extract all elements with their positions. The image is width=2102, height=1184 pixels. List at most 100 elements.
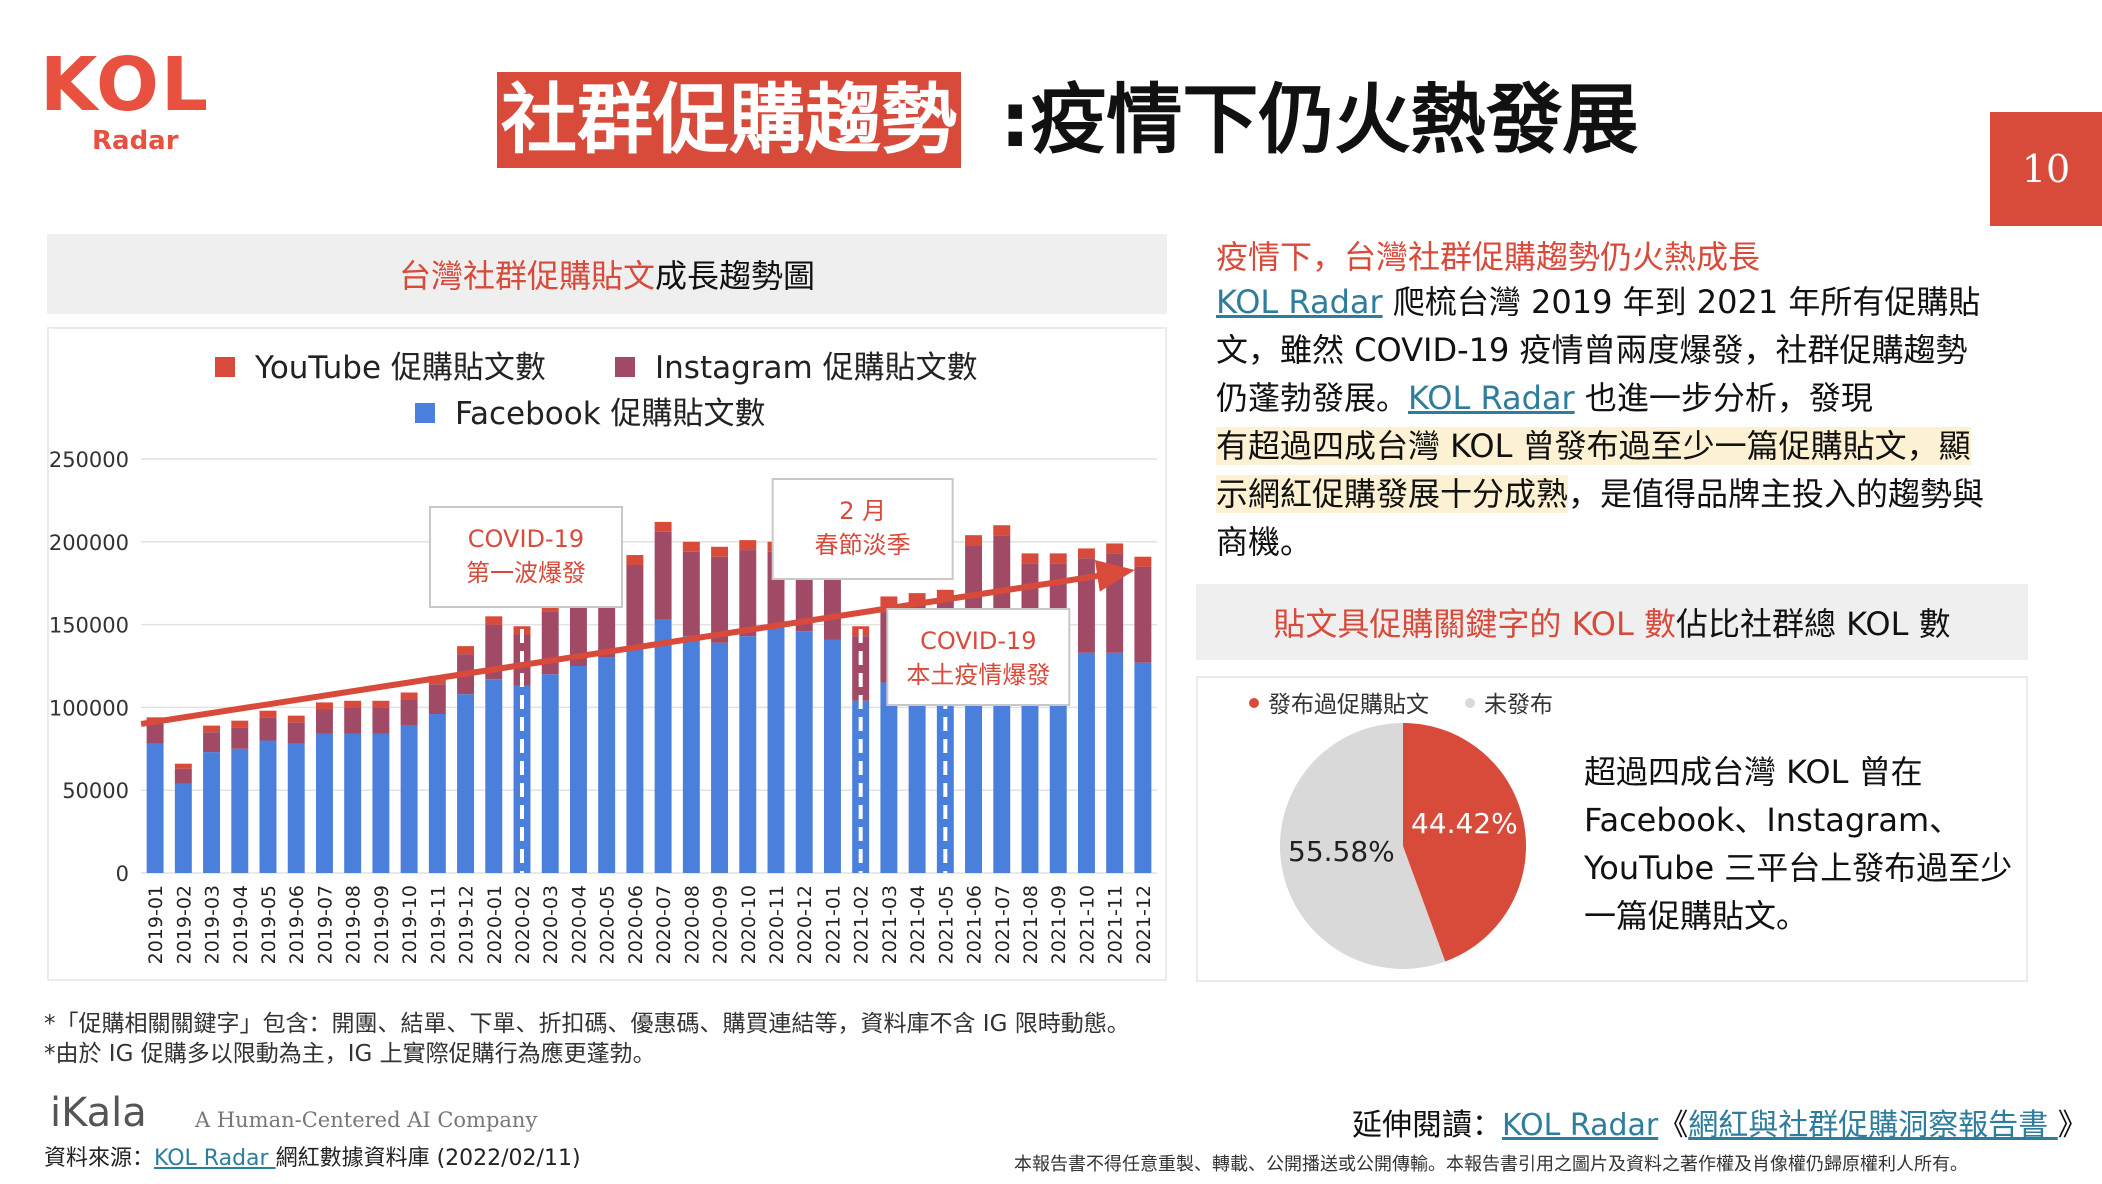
bar-instagram: [1077, 558, 1095, 653]
x-tick-label: 2021-08: [1020, 885, 1042, 964]
bar-youtube: [287, 715, 305, 723]
x-tick-label: 2020-05: [597, 885, 619, 964]
x-tick-label: 2019-09: [371, 885, 393, 964]
source-rest: 網紅數據資料庫 (2022/02/11): [275, 1146, 581, 1171]
section-heading: 疫情下，台灣社群促購趨勢仍火熱成長: [1216, 238, 1761, 276]
chart-header: 台灣社群促購貼文 成長趨勢圖: [47, 234, 1167, 314]
bar-youtube: [372, 700, 390, 708]
bar-instagram: [174, 768, 192, 784]
bar-facebook: [146, 743, 164, 873]
legend-label-2: Facebook 促購貼文數: [455, 396, 766, 432]
bar-facebook: [682, 636, 700, 873]
legend-label-1: Instagram 促購貼文數: [655, 350, 978, 386]
bar-instagram: [428, 684, 446, 715]
logo-subtext: Radar: [92, 126, 179, 156]
bar-youtube: [936, 589, 954, 600]
bar-facebook: [993, 675, 1011, 873]
further-reading-link-1[interactable]: KOL Radar: [1502, 1108, 1659, 1143]
bar-instagram: [259, 717, 277, 741]
stacked-bar-chart: YouTube 促購貼文數 Instagram 促購貼文數 Facebook 促購貼…: [49, 350, 1157, 964]
pie-header: 貼文具促購關鍵字的 KOL 數 佔比社群總 KOL 數: [1196, 584, 2028, 660]
bar-facebook: [485, 679, 503, 873]
source-link[interactable]: KOL Radar: [154, 1146, 276, 1171]
x-tick-label: 2021-07: [992, 885, 1014, 964]
body-text-1: 爬梳台灣 2019 年到 2021 年所有促購貼文，雖然 COVID-19 疫情…: [1216, 283, 1981, 417]
further-reading: 延伸閱讀：KOL Radar《網紅與社群促購洞察報告書 》: [1352, 1100, 2088, 1144]
page-title-highlight: 社群促購趨勢: [497, 72, 961, 168]
annotation-box-0: [429, 506, 623, 608]
x-tick-label: 2021-10: [1076, 885, 1098, 964]
legend-swatch-0: [215, 357, 235, 377]
further-reading-link-2[interactable]: 網紅與社群促購洞察報告書: [1688, 1108, 2058, 1143]
bar-facebook: [513, 685, 531, 873]
y-tick-label: 200000: [49, 531, 129, 555]
bar-facebook: [823, 639, 841, 873]
y-tick-label: 0: [116, 862, 129, 886]
bar-instagram: [287, 722, 305, 744]
x-tick-label: 2020-08: [681, 885, 703, 964]
x-tick-label: 2021-11: [1105, 885, 1127, 964]
x-tick-label: 2021-05: [935, 885, 957, 964]
x-tick-label: 2020-07: [653, 885, 675, 964]
annotation-box-1: [771, 478, 954, 580]
pie-header-red: 貼文具促購關鍵字的 KOL 數: [1273, 605, 1676, 643]
kol-radar-link[interactable]: KOL Radar: [1216, 283, 1383, 321]
bar-facebook: [315, 733, 333, 873]
x-tick-label: 2019-10: [399, 885, 421, 964]
x-tick-label: 2020-06: [625, 885, 647, 964]
bar-youtube: [711, 546, 729, 557]
x-tick-label: 2019-08: [343, 885, 365, 964]
bar-instagram: [569, 591, 587, 666]
bar-youtube: [654, 521, 672, 532]
y-tick-label: 50000: [62, 779, 129, 803]
pie-legend-published: 發布過促購貼文: [1268, 692, 1429, 718]
x-tick-label: 2019-12: [456, 885, 478, 964]
legend-swatch-2: [415, 403, 435, 423]
chart-header-black: 成長趨勢圖: [655, 257, 816, 295]
x-tick-label: 2020-03: [540, 885, 562, 964]
bar-instagram: [541, 611, 559, 675]
bar-youtube: [231, 720, 249, 728]
x-tick-label: 2020-10: [738, 885, 760, 964]
bar-youtube: [682, 541, 700, 552]
pie-header-black: 佔比社群總 KOL 數: [1676, 605, 1951, 643]
copyright-notice: 本報告書不得任意重製、轉載、公開播送或公開傳輸。本報告書引用之圖片及資料之著作權…: [1014, 1154, 1968, 1175]
bar-facebook: [400, 725, 418, 873]
bar-instagram: [315, 709, 333, 734]
x-tick-label: 2019-11: [427, 885, 449, 964]
bar-facebook: [1021, 674, 1039, 873]
annotation-line2: 春節淡季: [815, 531, 911, 559]
bar-instagram: [711, 556, 729, 643]
bar-facebook: [203, 752, 221, 873]
bar-instagram: [400, 699, 418, 726]
y-tick-label: 250000: [49, 448, 129, 472]
legend-dot-published: [1249, 698, 1259, 708]
pie-slice-unpublished: [1280, 723, 1446, 969]
pie-chart: 發布過促購貼文 未發布 55.58% 44.42%: [1249, 692, 1553, 969]
chart-container: YouTube 促購貼文數 Instagram 促購貼文數 Facebook 促購貼…: [47, 327, 1167, 981]
x-tick-label: 2019-01: [145, 885, 167, 964]
bar-instagram: [739, 550, 757, 637]
bar-youtube: [1106, 543, 1124, 554]
logo-text: KOL: [40, 42, 211, 128]
x-tick-label: 2021-01: [822, 885, 844, 964]
legend-dot-unpublished: [1465, 698, 1475, 708]
bar-youtube: [626, 555, 644, 565]
pie-legend-unpublished: 未發布: [1484, 692, 1553, 718]
bar-youtube: [908, 593, 926, 604]
bar-youtube: [259, 710, 277, 718]
bar-facebook: [174, 783, 192, 873]
chart-header-red: 台灣社群促購貼文: [398, 257, 655, 295]
kol-radar-link-2[interactable]: KOL Radar: [1408, 379, 1575, 417]
x-tick-label: 2021-09: [1048, 885, 1070, 964]
bar-facebook: [711, 642, 729, 873]
bar-facebook: [880, 682, 898, 873]
data-source: 資料來源：KOL Radar 網紅數據資料庫 (2022/02/11): [44, 1140, 581, 1172]
bar-facebook: [428, 714, 446, 873]
bar-youtube: [1077, 548, 1095, 559]
bar-youtube: [1021, 553, 1039, 564]
bar-facebook: [739, 636, 757, 873]
bar-youtube: [315, 702, 333, 710]
bar-youtube: [203, 725, 221, 733]
trend-arrow-head: [1094, 559, 1135, 592]
